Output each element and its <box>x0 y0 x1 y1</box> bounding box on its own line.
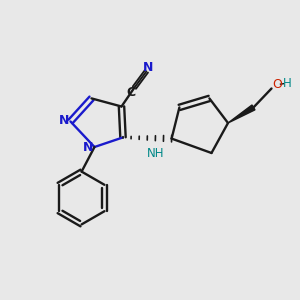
Text: O: O <box>272 78 282 92</box>
Text: N: N <box>83 141 93 154</box>
Text: N: N <box>142 61 153 74</box>
Text: NH: NH <box>147 147 165 160</box>
Text: C: C <box>126 86 135 100</box>
Text: N: N <box>59 114 69 127</box>
Text: H: H <box>283 76 292 90</box>
Polygon shape <box>228 105 255 123</box>
